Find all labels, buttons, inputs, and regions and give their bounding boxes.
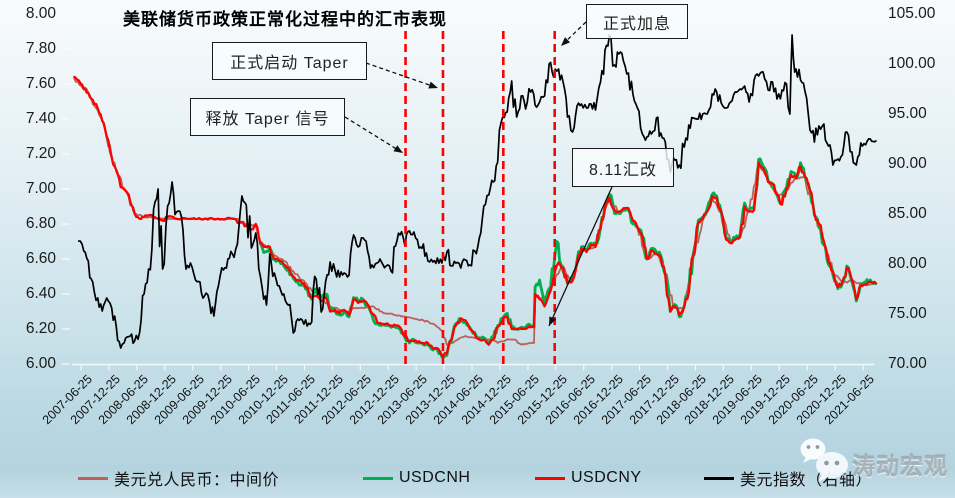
annotation-arrow-taper-signal: [344, 116, 404, 154]
y-axis-left-label: 7.40: [25, 110, 56, 127]
series-cnh-line: [258, 157, 878, 359]
y-axis-left-label: 6.40: [25, 285, 56, 302]
y-axis-left-label: 6.00: [25, 355, 56, 372]
annotation-taper-start: 正式启动 Taper: [212, 42, 367, 80]
annotation-rate-hike: 正式加息: [586, 4, 688, 39]
series-cny-line: [73, 75, 878, 357]
legend-label-dollar-index: 美元指数（右轴）: [740, 472, 873, 489]
legend-item-usdcny: USDCNY: [535, 468, 642, 488]
y-axis-left-label: 7.80: [25, 40, 56, 57]
y-axis-left-label: 6.20: [25, 320, 56, 337]
legend-item-dollar-index: 美元指数（右轴）: [704, 468, 873, 489]
legend-label-usdcny: USDCNY: [571, 469, 642, 486]
annotation-arrow-reform-811: [548, 186, 613, 327]
y-axis-left-label: 7.60: [25, 75, 56, 92]
annotation-rate-hike-label: 正式加息: [602, 15, 671, 33]
annotation-811-reform-label: 8.11汇改: [589, 161, 657, 179]
y-axis-right-label: 105.00: [888, 5, 936, 22]
annotation-arrowhead-reform-811: [549, 316, 556, 326]
y-axis-left-label: 7.00: [25, 180, 56, 197]
annotation-arrow-taper-start: [365, 62, 439, 89]
legend-swatch-dollar-index: [704, 476, 734, 480]
y-axis-right-label: 85.00: [888, 205, 927, 222]
annotation-taper-signal-label: 释放 Taper 信号: [205, 111, 330, 128]
legend-label-usdcnh: USDCNH: [399, 469, 471, 486]
annotation-811-reform: 8.11汇改: [572, 148, 674, 187]
legend-swatch-usdcnh: [363, 476, 393, 480]
legend-item-mid-price: 美元兑人民币：中间价: [78, 468, 280, 489]
chart-title: 美联储货币政策正常化过程中的汇市表现: [123, 10, 447, 29]
annotation-taper-start-label: 正式启动 Taper: [230, 55, 349, 72]
y-axis-right-label: 100.00: [888, 55, 936, 72]
y-axis-left-label: 6.60: [25, 250, 56, 267]
legend-swatch-usdcny: [535, 476, 565, 480]
annotation-taper-signal: 释放 Taper 信号: [190, 98, 345, 136]
series-dxy-line: [77, 34, 877, 349]
legend: 美元兑人民币：中间价 USDCNH USDCNY 美元指数（右轴）: [0, 468, 955, 489]
y-axis-right-label: 95.00: [888, 105, 927, 122]
y-axis-left-label: 8.00: [25, 5, 56, 22]
y-axis-right-label: 90.00: [888, 155, 927, 172]
y-axis-right-label: 75.00: [888, 305, 927, 322]
legend-label-mid-price: 美元兑人民币：中间价: [114, 472, 280, 489]
y-axis-left-label: 7.20: [25, 145, 56, 162]
annotation-arrowhead-taper-signal: [393, 145, 403, 153]
y-axis-left-label: 6.80: [25, 215, 56, 232]
legend-swatch-mid-price: [78, 476, 108, 480]
annotation-arrowhead-taper-start: [428, 81, 438, 89]
annotation-arrowhead-rate-hike: [561, 37, 570, 46]
y-axis-right-label: 80.00: [888, 255, 927, 272]
y-axis-right-label: 70.00: [888, 355, 927, 372]
legend-item-usdcnh: USDCNH: [363, 468, 470, 488]
